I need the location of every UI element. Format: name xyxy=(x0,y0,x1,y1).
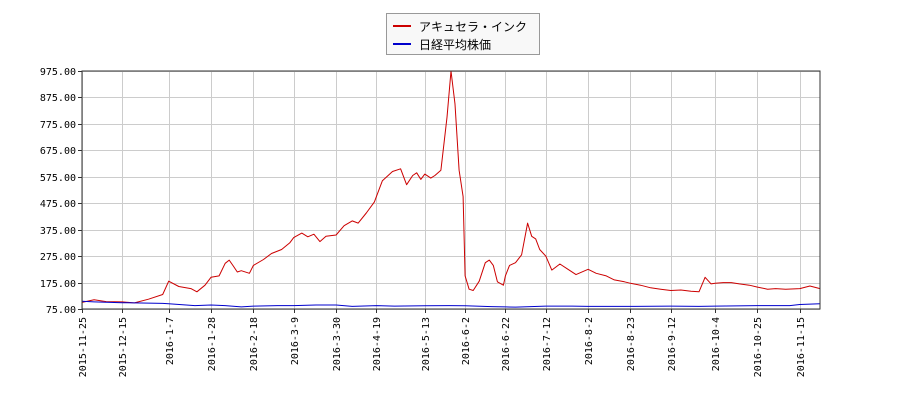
x-tick-label: 2016-3-9 xyxy=(290,317,301,365)
x-tick-label: 2016-7-12 xyxy=(542,317,553,371)
x-tick-label: 2016-10-25 xyxy=(753,317,764,377)
x-tick-label: 2016-6-2 xyxy=(461,317,472,365)
y-tick-label: 875.00 xyxy=(40,93,76,104)
legend: アキュセラ・インク 日経平均株価 xyxy=(386,13,540,55)
x-tick-label: 2016-1-28 xyxy=(207,317,218,371)
x-tick-label: 2015-11-25 xyxy=(78,317,89,377)
grid-lines xyxy=(82,71,820,310)
series-lines xyxy=(81,70,821,308)
x-tick-label: 2016-6-22 xyxy=(501,317,512,371)
x-tick-label: 2016-1-7 xyxy=(165,317,176,365)
y-tick-label: 575.00 xyxy=(40,173,76,184)
y-tick-label: 275.00 xyxy=(40,252,76,263)
plot-frame xyxy=(81,70,821,310)
x-tick-label: 2016-2-18 xyxy=(249,317,260,371)
y-tick-label: 375.00 xyxy=(40,226,76,237)
legend-label-series-1: 日経平均株価 xyxy=(419,37,492,52)
x-tick-label: 2016-8-23 xyxy=(626,317,637,371)
y-tick-label: 675.00 xyxy=(40,146,76,157)
y-tick-label: 175.00 xyxy=(40,279,76,290)
series-line-0 xyxy=(81,70,821,304)
y-tick-label: 475.00 xyxy=(40,199,76,210)
legend-swatch-series-0 xyxy=(393,25,411,27)
x-tick-label: 2016-11-15 xyxy=(796,317,807,377)
x-tick-label: 2016-5-13 xyxy=(421,317,432,371)
y-tick-label: 975.00 xyxy=(40,67,76,78)
x-tick-label: 2016-9-12 xyxy=(667,317,678,371)
x-tick-label: 2016-3-30 xyxy=(332,317,343,371)
legend-entry-series-1: 日経平均株価 xyxy=(393,35,491,53)
legend-swatch-series-1 xyxy=(393,43,411,45)
y-tick-label: 75.00 xyxy=(46,305,76,316)
x-tick-label: 2015-12-15 xyxy=(118,317,129,377)
y-tick-label: 775.00 xyxy=(40,120,76,131)
y-axis: 975.00 875.00 775.00 675.00 575.00 475.00 375.… xyxy=(40,67,82,316)
x-tick-label: 2016-8-2 xyxy=(584,317,595,365)
x-tick-label: 2016-10-4 xyxy=(711,317,722,371)
series-line-1 xyxy=(81,300,821,308)
x-tick-label: 2016-4-19 xyxy=(372,317,383,371)
legend-entry-series-0: アキュセラ・インク xyxy=(393,17,527,35)
x-axis: 2015-11-25 2015-12-15 2016-1-7 2016-1-28 201… xyxy=(78,309,807,377)
legend-label-series-0: アキュセラ・インク xyxy=(419,19,528,34)
